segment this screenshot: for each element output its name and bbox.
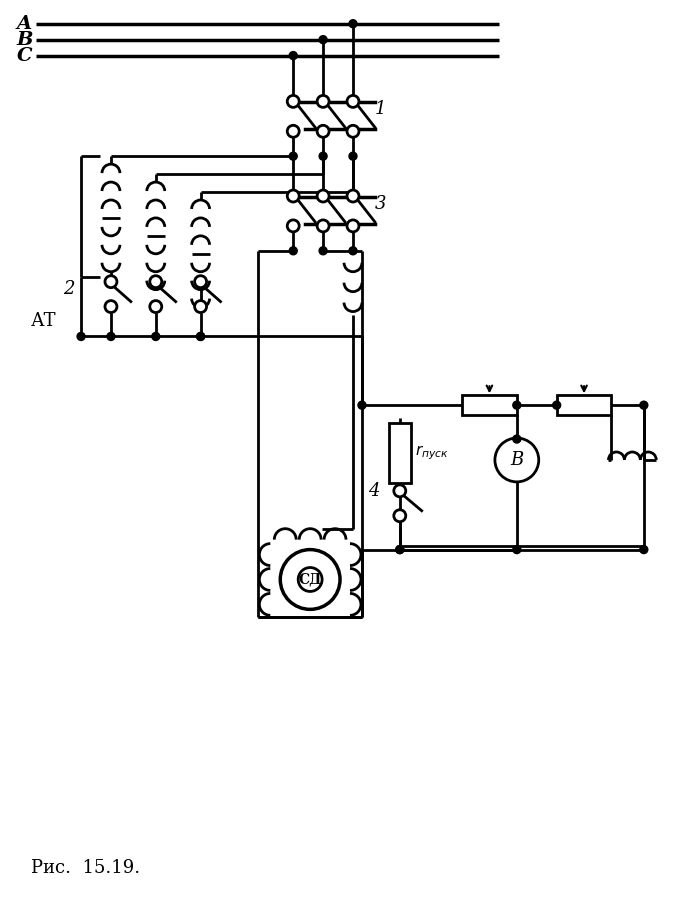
Circle shape: [150, 275, 161, 288]
Circle shape: [280, 550, 340, 609]
Circle shape: [107, 332, 115, 340]
Circle shape: [290, 247, 297, 255]
Circle shape: [287, 220, 299, 232]
Circle shape: [298, 568, 322, 591]
Circle shape: [105, 275, 117, 288]
Circle shape: [396, 545, 404, 554]
Circle shape: [394, 509, 406, 522]
Circle shape: [319, 247, 327, 255]
Circle shape: [513, 435, 521, 443]
Circle shape: [317, 95, 329, 107]
Circle shape: [347, 220, 359, 232]
Circle shape: [347, 95, 359, 107]
Circle shape: [349, 20, 357, 28]
FancyBboxPatch shape: [557, 395, 612, 415]
Circle shape: [195, 275, 207, 288]
Circle shape: [150, 301, 161, 312]
Circle shape: [287, 190, 299, 202]
Circle shape: [317, 190, 329, 202]
Circle shape: [319, 36, 327, 43]
Text: 2: 2: [63, 280, 74, 298]
Text: Рис.  15.19.: Рис. 15.19.: [31, 860, 141, 878]
Text: 3: 3: [375, 195, 386, 213]
Circle shape: [640, 401, 648, 410]
Text: A: A: [17, 14, 32, 32]
Circle shape: [347, 125, 359, 138]
Circle shape: [396, 545, 404, 554]
Circle shape: [358, 401, 366, 410]
Circle shape: [196, 332, 205, 340]
Text: $r_{пуск}$: $r_{пуск}$: [415, 444, 448, 463]
Text: 1: 1: [375, 100, 386, 118]
Circle shape: [495, 438, 539, 482]
Circle shape: [319, 152, 327, 160]
Text: B: B: [510, 451, 523, 469]
Circle shape: [287, 95, 299, 107]
Circle shape: [317, 220, 329, 232]
Circle shape: [195, 301, 207, 312]
Text: СД: СД: [299, 572, 322, 587]
Circle shape: [349, 152, 357, 160]
Circle shape: [287, 125, 299, 138]
Circle shape: [196, 332, 205, 340]
Circle shape: [640, 545, 648, 554]
Circle shape: [105, 301, 117, 312]
Circle shape: [152, 332, 160, 340]
Circle shape: [513, 401, 521, 410]
Text: C: C: [17, 47, 32, 65]
Text: 4: 4: [368, 482, 379, 500]
Text: АТ: АТ: [31, 311, 57, 329]
Circle shape: [349, 247, 357, 255]
Circle shape: [513, 545, 521, 554]
FancyBboxPatch shape: [389, 423, 411, 483]
Circle shape: [317, 125, 329, 138]
Circle shape: [553, 401, 561, 410]
Text: B: B: [16, 31, 33, 49]
Circle shape: [290, 152, 297, 160]
Circle shape: [347, 190, 359, 202]
Circle shape: [77, 332, 85, 340]
Circle shape: [394, 485, 406, 497]
Circle shape: [290, 51, 297, 59]
FancyBboxPatch shape: [462, 395, 517, 415]
